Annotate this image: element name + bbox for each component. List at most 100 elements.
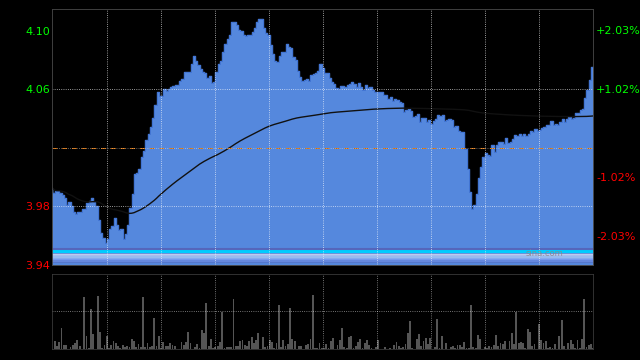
- Bar: [522, 343, 524, 349]
- Bar: [113, 341, 115, 349]
- Bar: [83, 297, 85, 349]
- Bar: [76, 340, 78, 349]
- Bar: [74, 343, 76, 349]
- Bar: [378, 340, 380, 349]
- Bar: [590, 343, 592, 349]
- Bar: [525, 348, 526, 349]
- Bar: [255, 340, 257, 349]
- Bar: [208, 346, 209, 349]
- Bar: [579, 348, 580, 349]
- Bar: [559, 336, 560, 349]
- Bar: [384, 347, 386, 349]
- Bar: [70, 347, 72, 349]
- Bar: [169, 343, 171, 349]
- Bar: [280, 347, 282, 349]
- Bar: [552, 348, 554, 349]
- Bar: [212, 348, 214, 349]
- Bar: [248, 341, 250, 349]
- Bar: [556, 348, 558, 349]
- Bar: [291, 339, 293, 349]
- Bar: [58, 342, 60, 349]
- Bar: [179, 348, 180, 349]
- Bar: [497, 346, 499, 349]
- Bar: [547, 348, 549, 349]
- Bar: [583, 300, 585, 349]
- Bar: [366, 340, 368, 349]
- Bar: [398, 346, 399, 349]
- Bar: [198, 348, 200, 349]
- Bar: [210, 339, 212, 349]
- Bar: [164, 346, 166, 349]
- Bar: [369, 345, 370, 349]
- Bar: [543, 343, 545, 349]
- Bar: [86, 336, 87, 349]
- Bar: [72, 345, 74, 349]
- Bar: [364, 343, 365, 349]
- Bar: [323, 348, 325, 349]
- Bar: [158, 336, 160, 349]
- Bar: [355, 346, 356, 349]
- Bar: [486, 348, 488, 349]
- Bar: [375, 347, 377, 349]
- Bar: [586, 347, 588, 349]
- Bar: [515, 311, 517, 349]
- Bar: [117, 346, 119, 349]
- Bar: [350, 336, 352, 349]
- Bar: [427, 344, 429, 349]
- Bar: [217, 346, 219, 349]
- Bar: [321, 348, 323, 349]
- Bar: [131, 339, 132, 349]
- Bar: [242, 340, 243, 349]
- Bar: [371, 348, 372, 349]
- Bar: [183, 345, 184, 349]
- Bar: [122, 345, 124, 349]
- Bar: [185, 342, 187, 349]
- Bar: [362, 348, 364, 349]
- Bar: [470, 305, 472, 349]
- Bar: [388, 348, 390, 349]
- Bar: [145, 347, 146, 349]
- Bar: [180, 342, 182, 349]
- Bar: [450, 347, 452, 349]
- Bar: [422, 341, 424, 349]
- Bar: [425, 338, 427, 349]
- Bar: [407, 333, 408, 349]
- Bar: [481, 348, 483, 349]
- Bar: [479, 339, 481, 349]
- Bar: [140, 347, 141, 349]
- Bar: [330, 341, 332, 349]
- Bar: [235, 346, 237, 349]
- Bar: [403, 347, 404, 349]
- Bar: [509, 341, 511, 349]
- Bar: [511, 333, 513, 349]
- Bar: [527, 329, 529, 349]
- Bar: [416, 339, 418, 349]
- Bar: [339, 340, 340, 349]
- Bar: [534, 344, 535, 349]
- Bar: [328, 348, 330, 349]
- Bar: [88, 348, 90, 349]
- Bar: [475, 348, 477, 349]
- Bar: [305, 345, 307, 349]
- Bar: [232, 300, 234, 349]
- Bar: [325, 345, 327, 349]
- Bar: [223, 348, 225, 349]
- Bar: [271, 342, 273, 349]
- Bar: [463, 342, 465, 349]
- Bar: [520, 342, 522, 349]
- Bar: [228, 347, 230, 349]
- Bar: [90, 309, 92, 349]
- Bar: [445, 343, 447, 349]
- Bar: [574, 348, 576, 349]
- Bar: [307, 344, 309, 349]
- Bar: [172, 345, 173, 349]
- Bar: [588, 345, 589, 349]
- Bar: [518, 343, 520, 349]
- Bar: [502, 344, 504, 349]
- Bar: [239, 341, 241, 349]
- Bar: [310, 339, 311, 349]
- Bar: [348, 337, 350, 349]
- Bar: [495, 335, 497, 349]
- Bar: [436, 319, 438, 349]
- Bar: [160, 348, 162, 349]
